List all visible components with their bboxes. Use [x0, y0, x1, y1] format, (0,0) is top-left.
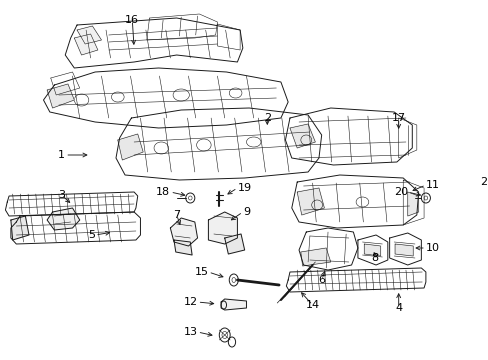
Polygon shape — [221, 299, 246, 310]
Polygon shape — [5, 192, 138, 216]
Text: 11: 11 — [425, 180, 439, 190]
Polygon shape — [291, 175, 418, 228]
Text: 15: 15 — [194, 267, 208, 277]
Text: 16: 16 — [125, 15, 139, 25]
Text: 4: 4 — [394, 303, 402, 313]
Text: 14: 14 — [305, 300, 319, 310]
Text: 20: 20 — [393, 187, 407, 197]
Polygon shape — [47, 208, 80, 230]
Text: 3: 3 — [58, 190, 65, 200]
Polygon shape — [299, 228, 357, 270]
Polygon shape — [407, 192, 418, 216]
Polygon shape — [297, 188, 324, 215]
Text: 13: 13 — [183, 327, 197, 337]
Text: 19: 19 — [237, 183, 251, 193]
Polygon shape — [11, 212, 140, 244]
Text: 18: 18 — [156, 187, 170, 197]
Polygon shape — [286, 268, 425, 292]
Polygon shape — [357, 235, 387, 265]
Polygon shape — [170, 218, 197, 246]
Polygon shape — [65, 18, 243, 68]
Polygon shape — [174, 240, 192, 255]
Polygon shape — [300, 248, 330, 266]
Text: 1: 1 — [58, 150, 65, 160]
Polygon shape — [47, 84, 74, 108]
Polygon shape — [394, 244, 412, 256]
Polygon shape — [364, 244, 380, 256]
Text: 2: 2 — [263, 113, 270, 123]
Text: 9: 9 — [243, 207, 249, 217]
Polygon shape — [74, 34, 98, 55]
Text: 8: 8 — [371, 253, 378, 263]
Polygon shape — [118, 134, 143, 160]
Text: 21: 21 — [479, 177, 488, 187]
Polygon shape — [224, 234, 244, 254]
Text: 10: 10 — [425, 243, 439, 253]
Polygon shape — [208, 212, 237, 244]
Polygon shape — [43, 68, 287, 128]
Text: 5: 5 — [88, 230, 95, 240]
Polygon shape — [289, 124, 315, 148]
Polygon shape — [116, 108, 321, 180]
Text: 6: 6 — [318, 275, 325, 285]
Text: 17: 17 — [391, 113, 405, 123]
Text: 12: 12 — [183, 297, 197, 307]
Polygon shape — [285, 108, 411, 165]
Polygon shape — [11, 216, 29, 240]
Polygon shape — [389, 233, 421, 265]
Polygon shape — [77, 26, 102, 44]
Text: 7: 7 — [173, 210, 180, 220]
